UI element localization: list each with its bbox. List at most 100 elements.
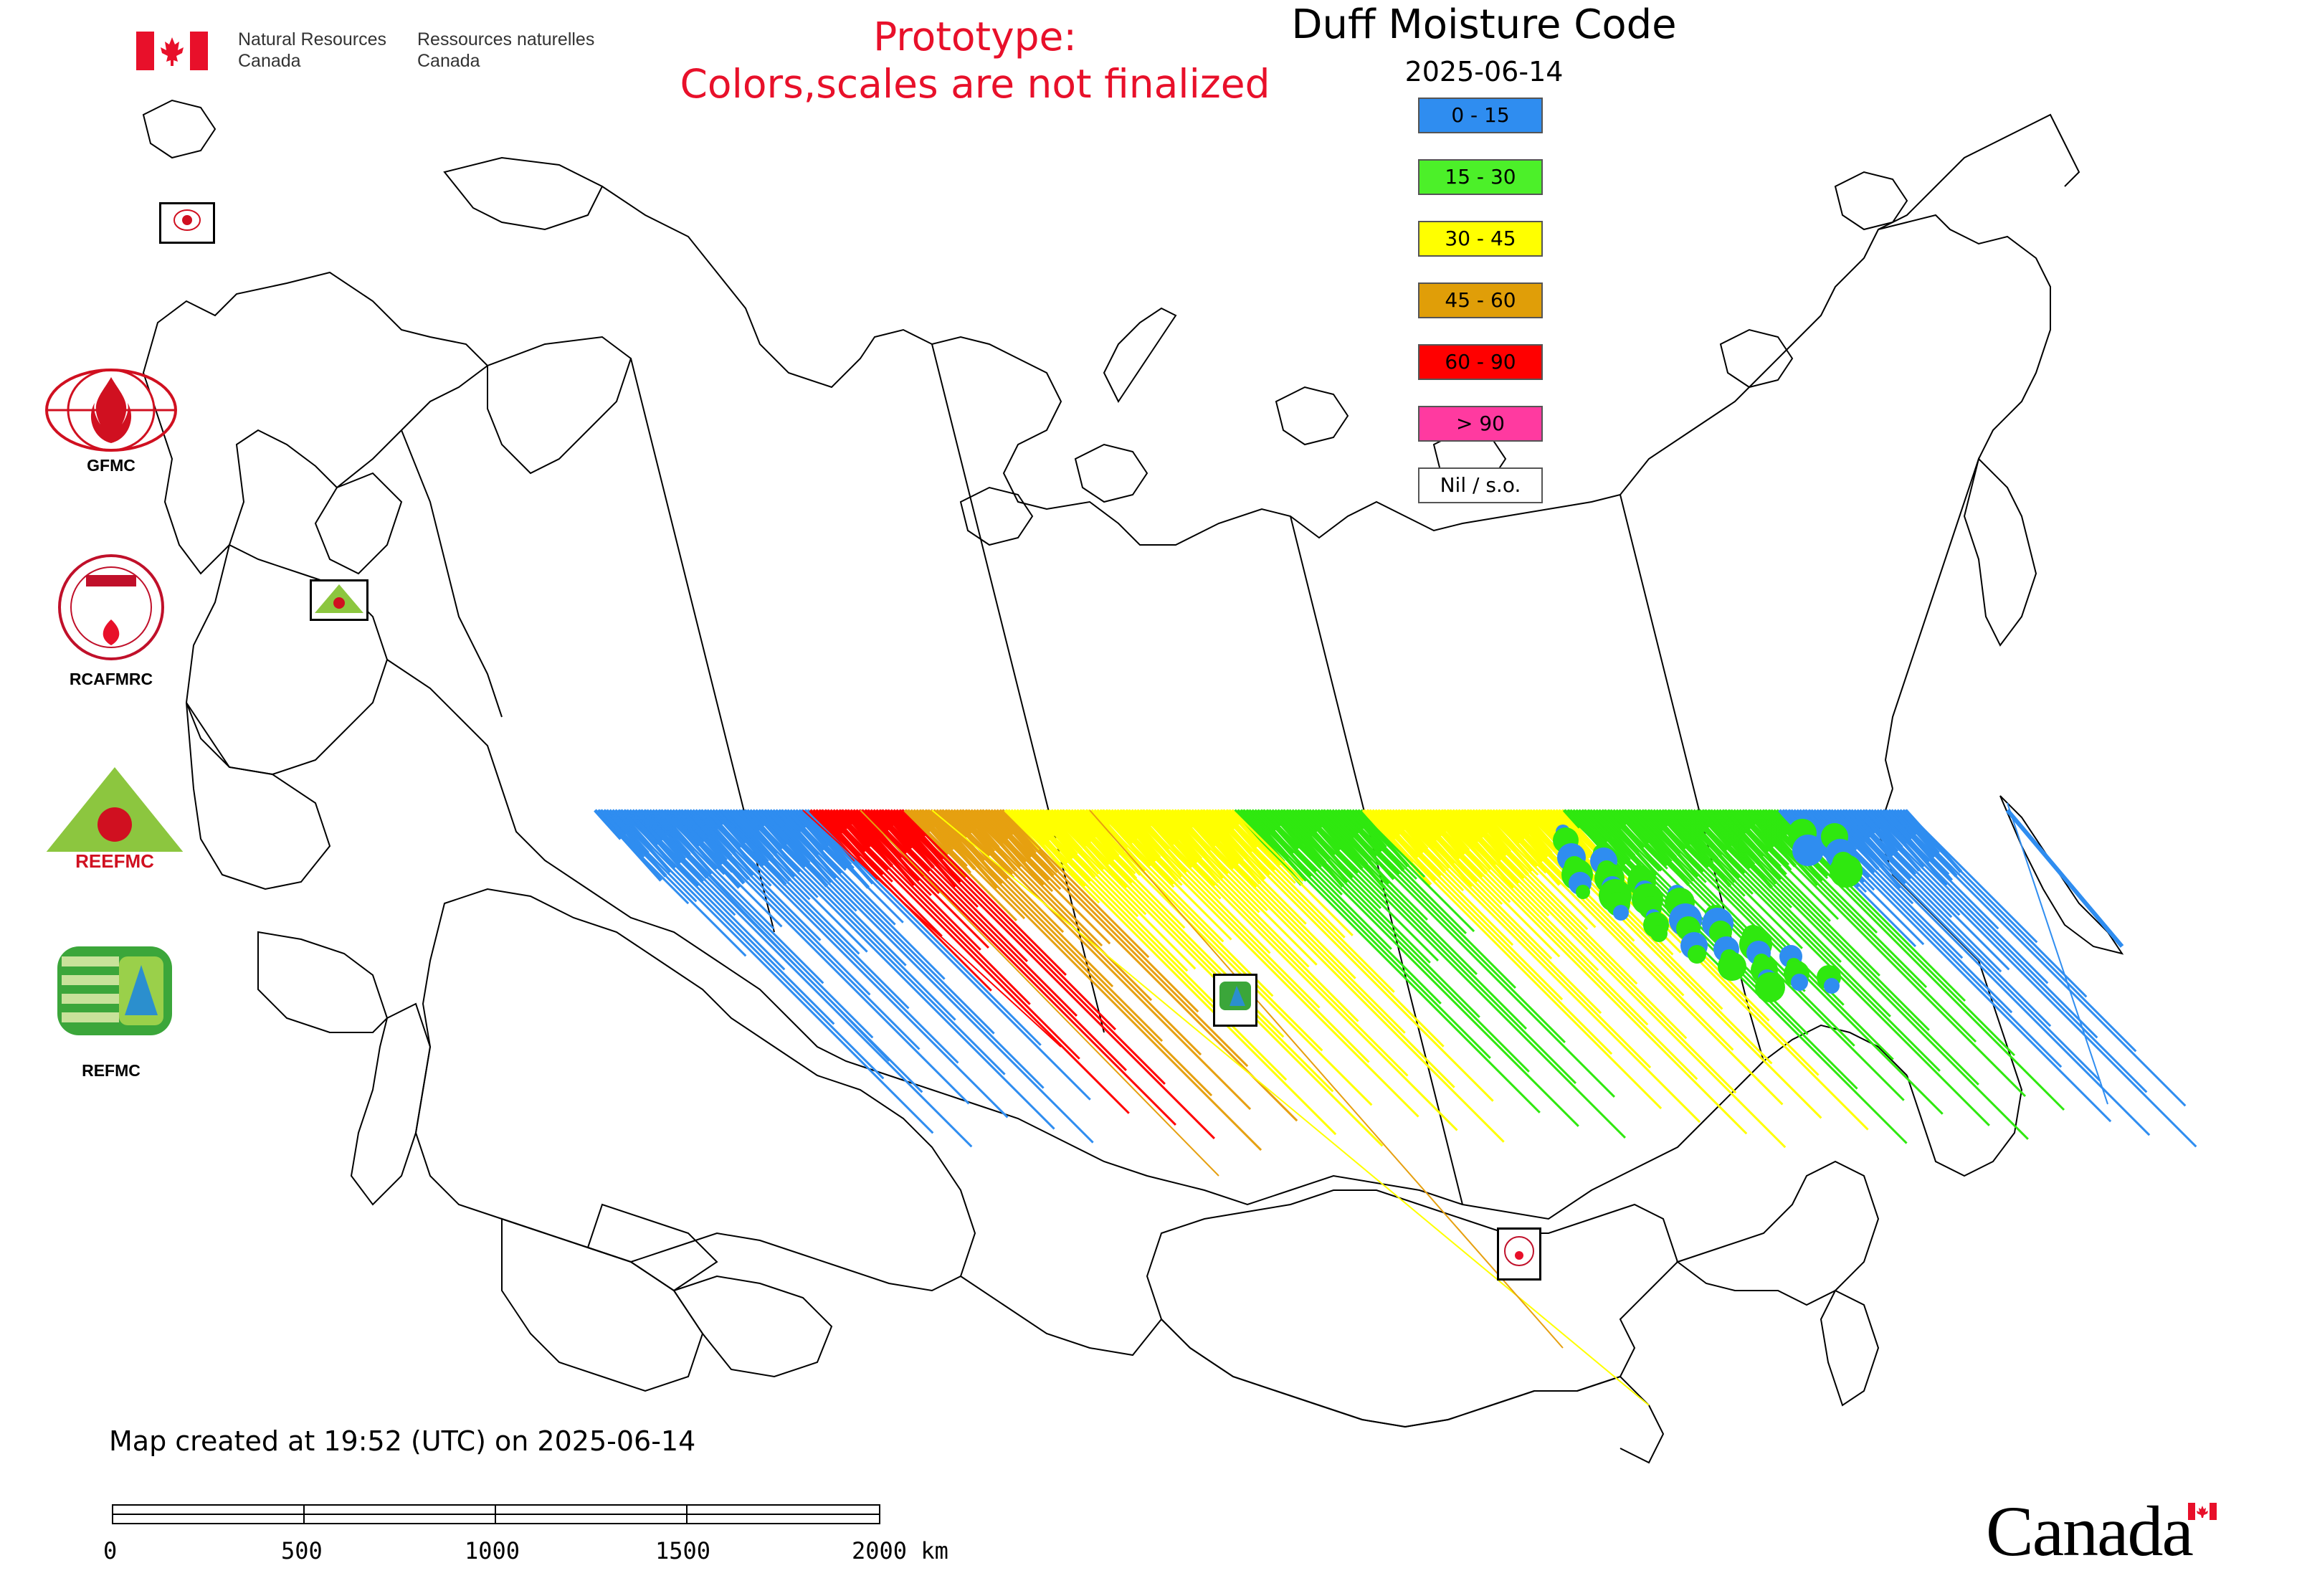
dmc-stroke [602,809,627,836]
dmc-stroke [664,809,783,928]
dmc-stroke [880,809,979,908]
dmc-stroke [930,809,1164,1042]
dmc-stroke [931,809,1650,1406]
dmc-data-strokes [594,802,2197,1406]
dmc-stroke [599,809,747,957]
dmc-stroke [619,809,835,1025]
dmc-stroke [1040,809,1147,916]
dmc-stroke [845,809,932,896]
scale-label-0: 0 [103,1537,118,1564]
dmc-stroke [1848,809,2010,971]
dmc-stroke [634,809,973,1148]
dmc-stroke [1462,809,1638,985]
dmc-stroke [1311,809,1478,976]
nrcan-en-line1: Natural Resources [238,29,387,49]
dmc-stroke [1326,809,1616,1098]
dmc-stroke [1161,809,1318,966]
dmc-stroke [1402,809,1553,960]
wordmark-flag-icon [2188,1503,2217,1520]
dmc-stroke [1361,809,1663,1110]
dmc-stroke [649,809,824,984]
dmc-stroke [739,809,1006,1075]
dmc-stroke [614,809,885,1080]
dmc-stroke [1753,809,1878,934]
dmc-stroke [1236,809,1541,1113]
dmc-stroke [1718,809,1831,922]
dmc-stroke [794,809,855,869]
dmc-stroke [764,809,1045,1089]
dmc-stroke [1141,809,1409,1077]
dmc-stroke [1351,809,1475,933]
dmc-stroke [729,809,819,898]
rcafmrc-map-marker [1497,1227,1541,1281]
dmc-stroke [1741,809,1756,826]
dmc-stroke [1035,809,1197,970]
dmc-stroke [1427,809,1698,1080]
dmc-stroke [1010,809,1337,1136]
dmc-stroke [1181,809,1406,1034]
dmc-stroke [1828,809,2101,1082]
prototype-line1: Prototype: [873,14,1077,60]
dmc-stroke [1005,809,1100,904]
dmc-stroke [1868,809,2098,1039]
rcafmrc-logo [57,554,165,661]
scale-label-2000: 2000 km [852,1537,948,1564]
dmc-stroke [1306,809,1528,1030]
dmc-stroke [689,809,822,941]
dmc-stroke [1873,809,2049,984]
dmc-stroke [1030,809,1139,918]
dmc-stroke [945,809,1015,879]
dmc-stroke [1065,809,1186,929]
dmc-stroke [1261,809,1579,1127]
prototype-line2: Colors,scales are not finalized [680,61,1270,107]
map-date: 2025-06-14 [1404,56,1564,87]
dmc-stroke [744,809,956,1021]
dmc-stroke [734,809,1055,1130]
dmc-stroke [824,809,1130,1114]
dmc-stroke [774,809,946,980]
dmc-stroke [1412,809,1561,958]
dmc-stroke [1647,809,1845,1006]
refmc-logo [57,946,172,1035]
dmc-stroke [724,809,868,953]
dmc-stroke [814,809,943,937]
dmc-stroke [980,809,1062,890]
svg-text:REEFMC: REEFMC [75,850,154,872]
dmc-patch [1824,978,1840,994]
dmc-stroke [1105,809,1183,886]
dmc-stroke [875,809,1028,962]
dmc-stroke [900,809,1067,976]
dmc-stroke [1723,809,1782,868]
dmc-stroke [975,809,1111,945]
dmc-stroke [1883,809,1950,875]
dmc-stroke [1733,809,1790,866]
dmc-stroke [1506,809,1531,836]
dmc-stroke [965,809,1103,947]
dmc-stroke [594,809,690,905]
nrcan-fr-line2: Canada [417,51,480,71]
dmc-stroke [1477,809,1597,928]
dmc-stroke [1331,809,1566,1044]
dmc-stroke [925,809,1213,1097]
dmc-stroke [679,809,921,1050]
dmc-stroke [1265,809,1282,827]
dmc-stroke [699,809,1009,1118]
dmc-stroke [789,809,904,923]
scale-label-1500: 1500 [655,1537,711,1564]
dmc-stroke [1472,809,1539,876]
dmc-stroke [1191,809,1307,925]
legend-item: 45 - 60 [1418,282,1543,318]
dmc-stroke [629,809,736,916]
dmc-stroke [1276,809,1431,964]
dmc-stroke [940,809,1065,934]
dmc-stroke [1893,809,2137,1053]
dmc-stroke [1833,809,2052,1027]
nrcan-french-signature: Ressources naturelles Canada [417,29,594,72]
dmc-stroke [754,809,857,912]
dmc-stroke [1632,809,1707,883]
dmc-stroke [1196,809,1257,870]
dmc-stroke [1425,809,1447,833]
dmc-stroke [1256,809,1343,896]
dmc-stroke [1166,809,1268,911]
dmc-stroke [1452,809,1737,1094]
